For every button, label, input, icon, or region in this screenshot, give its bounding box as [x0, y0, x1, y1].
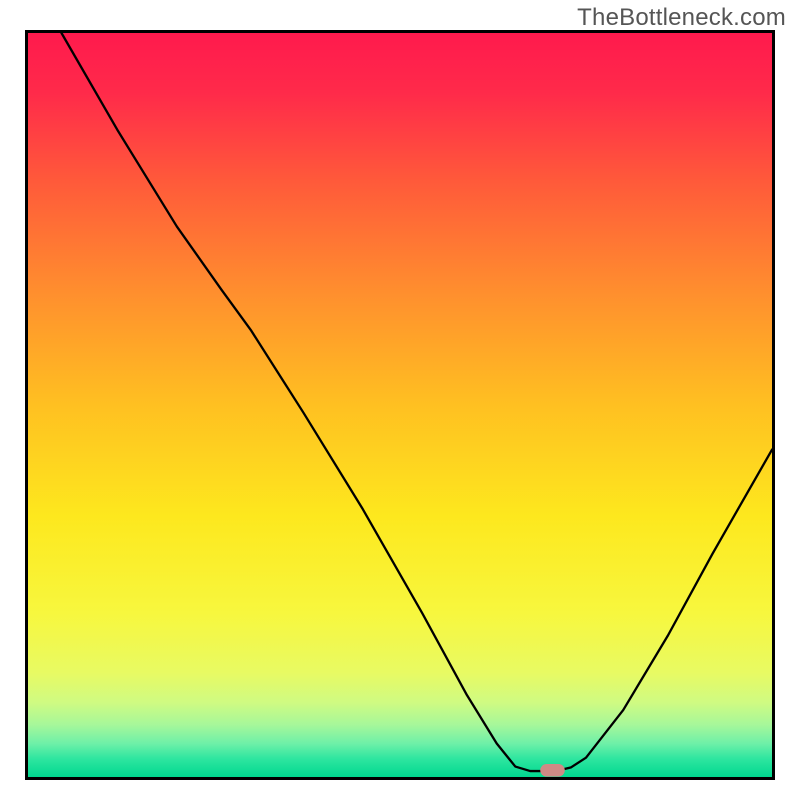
- chart-container: TheBottleneck.com: [0, 0, 800, 800]
- optimal-marker: [540, 764, 565, 777]
- gradient-background: [28, 33, 772, 777]
- watermark-text: TheBottleneck.com: [577, 4, 786, 32]
- chart-svg: [25, 30, 775, 780]
- plot-area: [25, 30, 775, 780]
